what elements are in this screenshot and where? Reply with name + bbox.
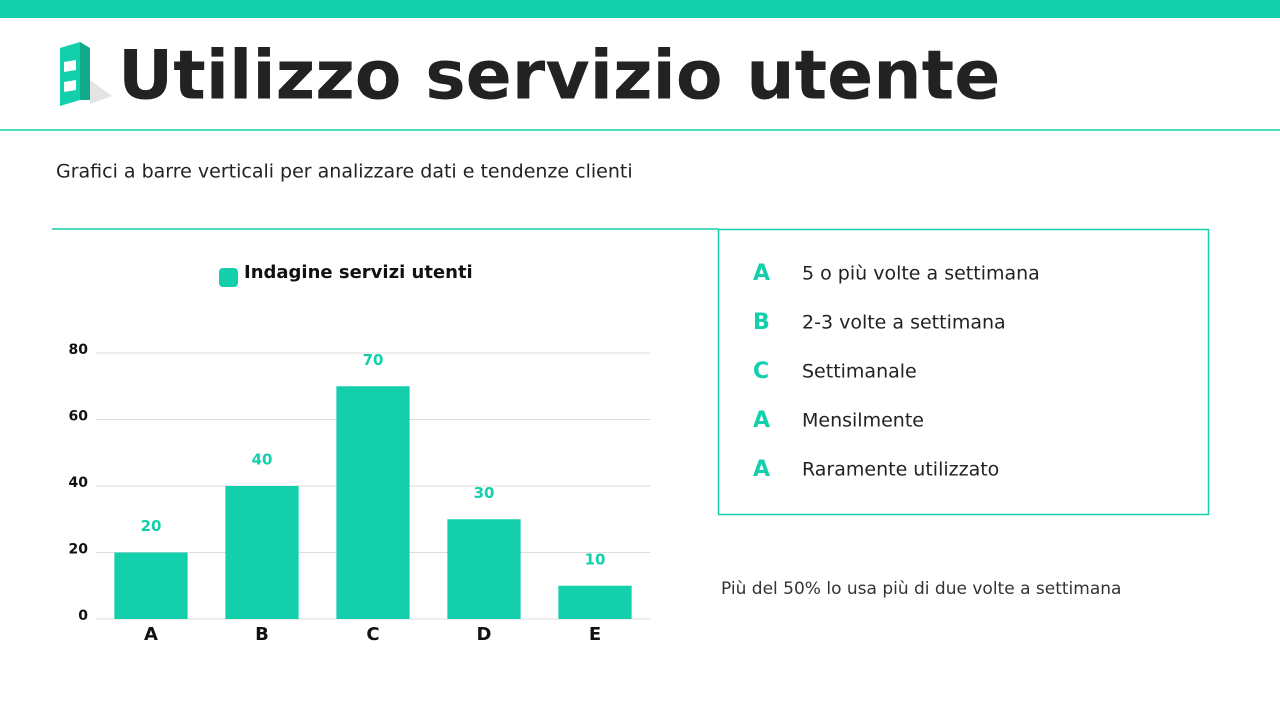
key-text: Mensilmente [802,410,924,432]
key-text: 5 o più volte a settimana [802,263,1040,285]
x-tick-label: C [366,624,379,645]
key-letter: C [753,359,769,384]
subtitle: Grafici a barre verticali per analizzare… [56,161,633,183]
key-text: Settimanale [802,361,917,383]
bar [336,386,410,619]
top-bar [0,0,1280,18]
x-tick-label: B [255,624,269,645]
note: Più del 50% lo usa più di due volte a se… [721,579,1121,599]
y-tick-label: 40 [69,475,89,491]
bar [447,519,521,619]
y-tick-label: 20 [69,542,89,558]
data-label: 20 [141,517,162,535]
x-tick-label: D [477,624,492,645]
key-list: A 5 o più volte a settimana B 2-3 volte a s… [753,261,1040,482]
title: Utilizzo servizio utente [118,37,1000,116]
y-tick-label: 80 [69,342,89,358]
key-box [717,228,1210,516]
key-letter: A [753,261,770,286]
data-label: 30 [474,484,495,502]
legend-swatch [219,268,238,287]
key-text: 2-3 volte a settimana [802,312,1006,334]
data-label: 10 [585,550,606,568]
key-text: Raramente utilizzato [802,459,999,481]
key-letter: A [753,457,770,482]
x-tick-label: E [589,624,601,645]
legend-label: Indagine servizi utenti [244,262,473,283]
bar [558,585,632,619]
y-tick-label: 60 [69,409,89,425]
y-tick-label: 0 [78,608,88,624]
bar-chart: 0 20 40 60 80 Indagine servizi utenti A 20 B 40 C 7… [69,262,651,645]
x-tick-label: A [144,624,158,645]
key-letter: A [753,408,770,433]
data-label: 40 [252,451,273,469]
key-letter: B [753,310,770,335]
bar [225,486,299,619]
data-label: 70 [363,351,384,369]
logo [60,42,112,106]
bar [114,552,188,619]
